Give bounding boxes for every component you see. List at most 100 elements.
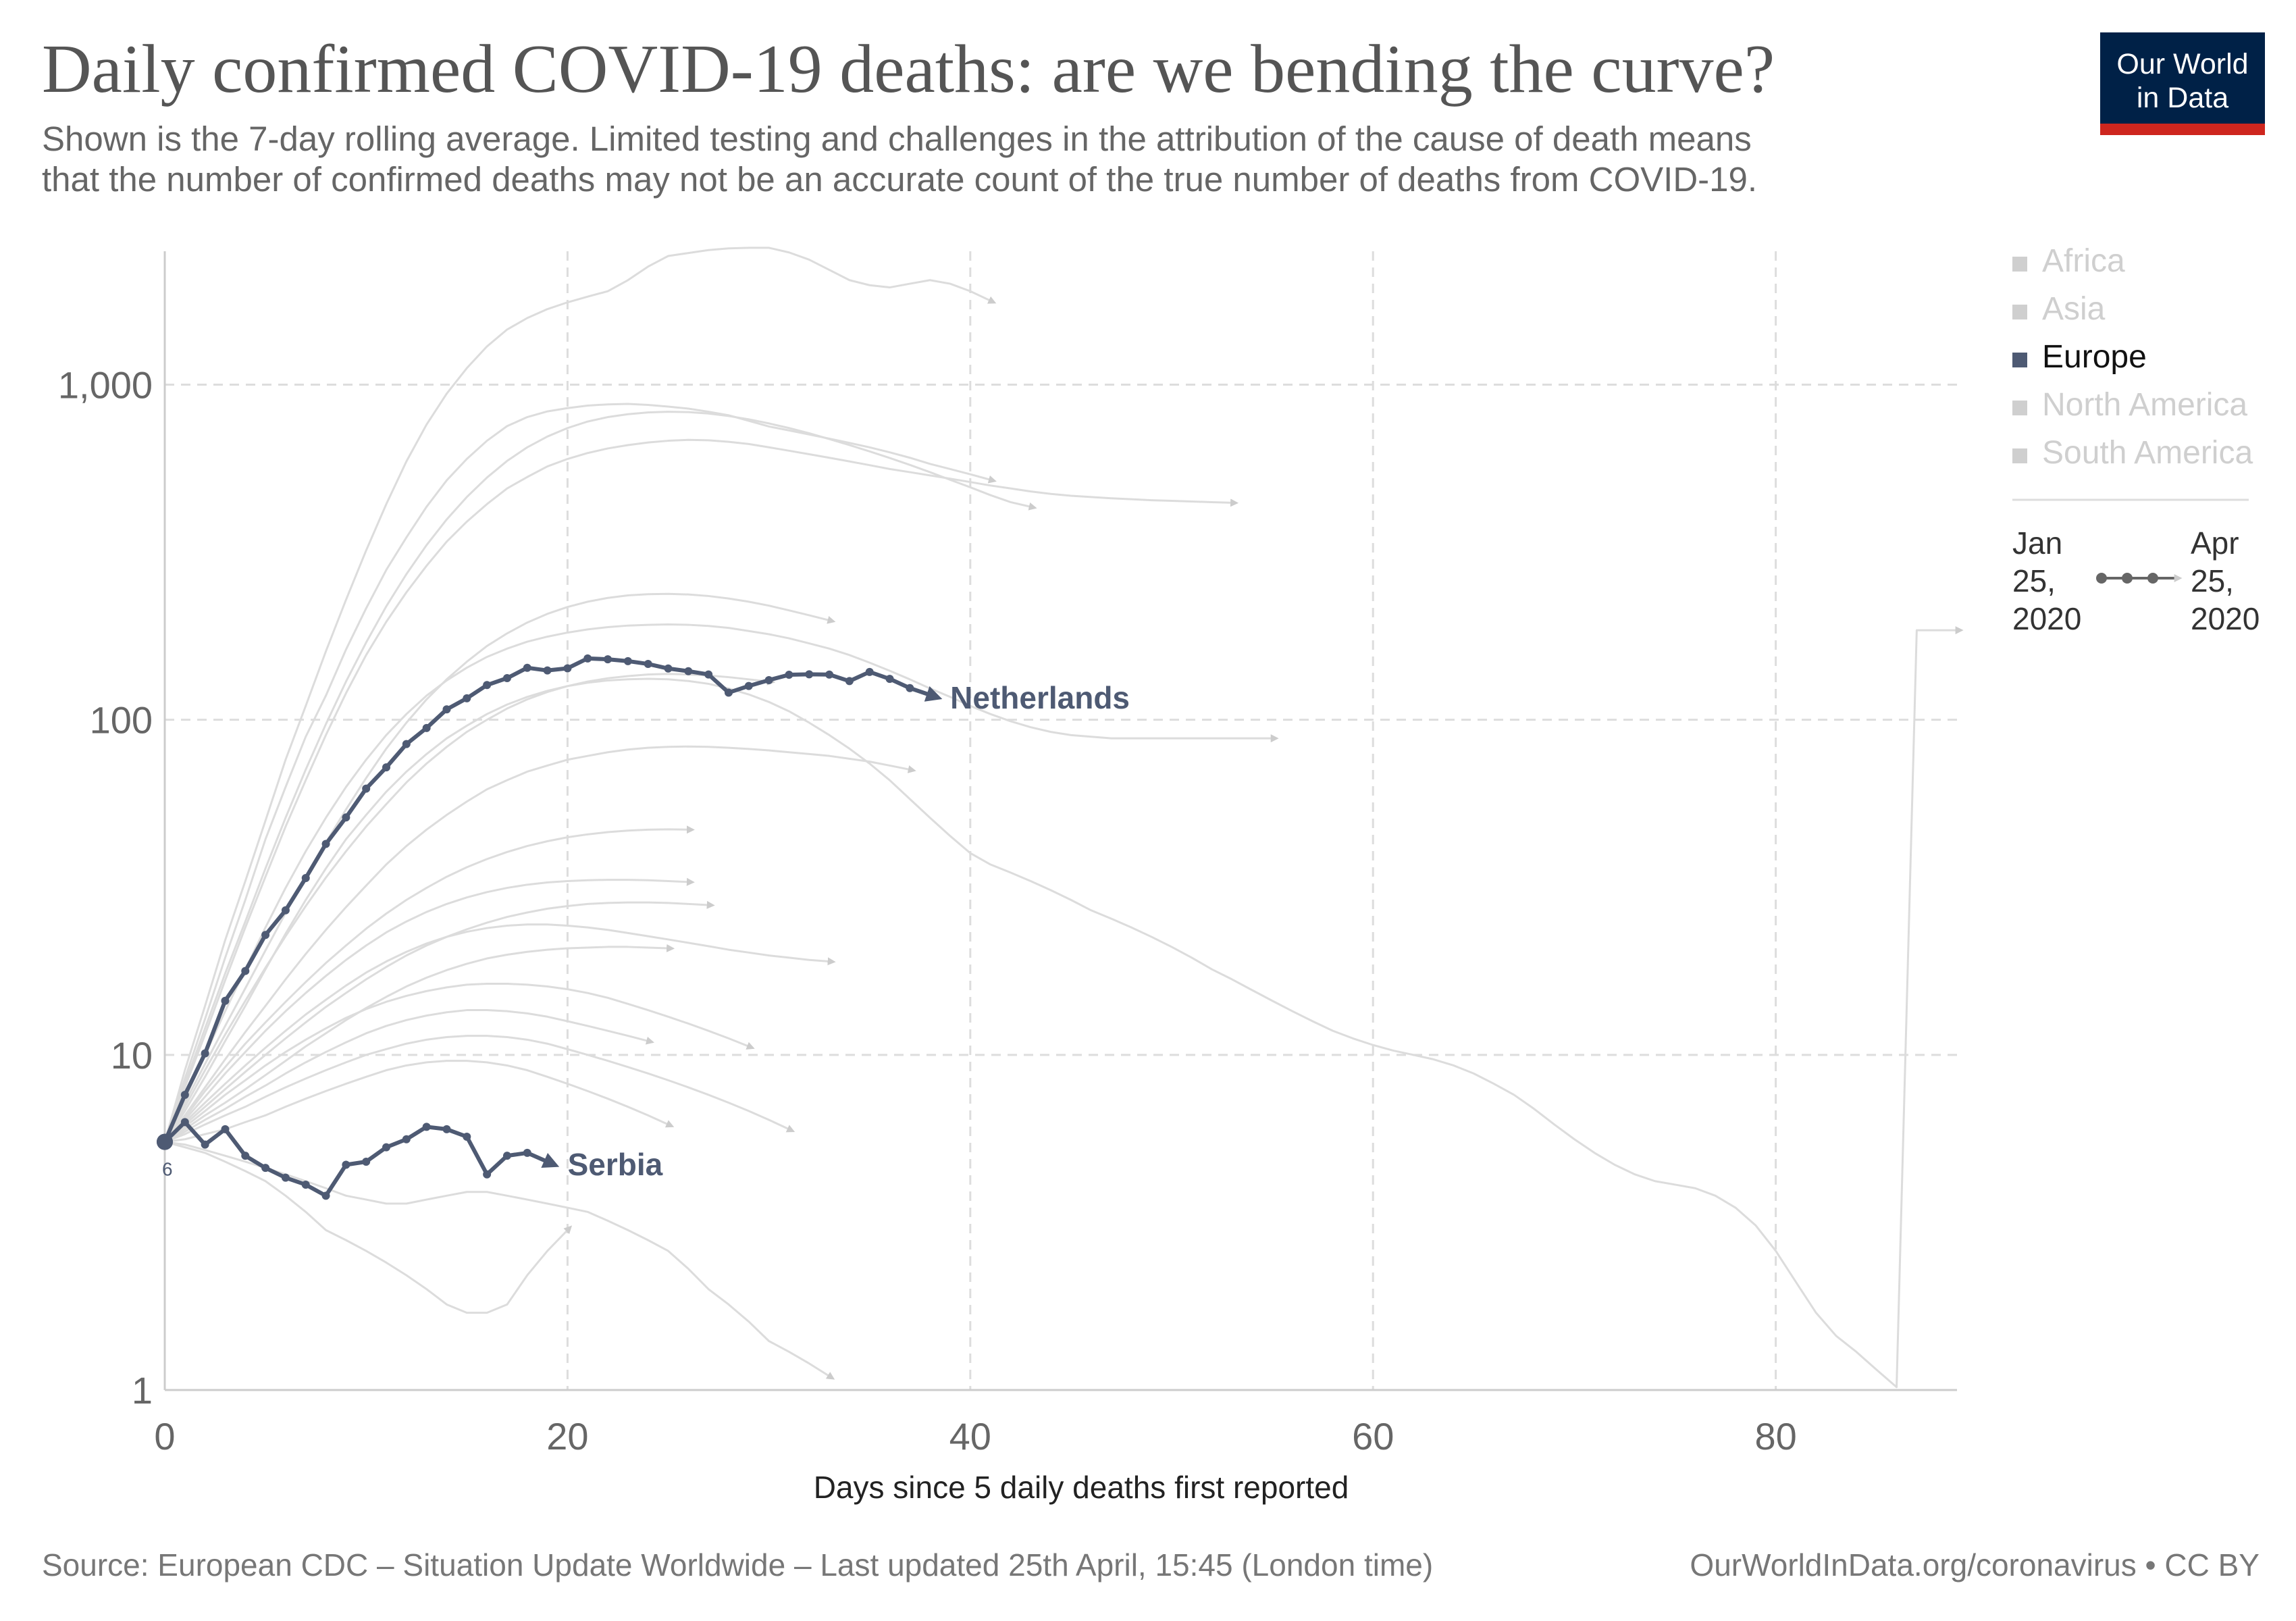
legend-label: North America bbox=[2042, 387, 2247, 423]
legend-item-asia[interactable]: Asia bbox=[2012, 291, 2106, 327]
netherlands-point bbox=[623, 657, 632, 665]
attribution-link[interactable]: OurWorldInData.org/coronavirus • CC BY bbox=[1690, 1547, 2260, 1583]
chart-subtitle-line-2: that the number of confirmed deaths may … bbox=[42, 160, 1758, 199]
netherlands-point bbox=[865, 667, 874, 676]
background-series-line bbox=[163, 438, 1239, 1143]
netherlands-point bbox=[523, 663, 531, 672]
serbia-point bbox=[422, 1123, 431, 1131]
netherlands-point bbox=[281, 906, 290, 915]
legend-item-africa[interactable]: Africa bbox=[2012, 243, 2125, 279]
netherlands-point bbox=[442, 705, 451, 714]
netherlands-point bbox=[342, 813, 350, 822]
y-tick-label: 1 bbox=[132, 1369, 153, 1412]
legend-swatch bbox=[2012, 401, 2027, 415]
chart-subtitle-line-1: Shown is the 7-day rolling average. Limi… bbox=[42, 120, 1752, 158]
timeline-end-label: 2020 bbox=[2191, 601, 2260, 636]
serbia-point bbox=[442, 1125, 451, 1133]
serbia-point bbox=[362, 1157, 371, 1166]
serbia-point bbox=[523, 1148, 531, 1157]
netherlands-point bbox=[906, 684, 914, 692]
x-tick-label: 40 bbox=[949, 1415, 991, 1458]
background-series-line bbox=[163, 403, 997, 1143]
netherlands-point bbox=[664, 664, 673, 673]
serbia-point bbox=[241, 1152, 250, 1160]
x-tick-label: 20 bbox=[546, 1415, 588, 1458]
netherlands-point bbox=[583, 654, 592, 663]
netherlands-point bbox=[845, 677, 854, 686]
background-series-line bbox=[163, 877, 695, 1143]
y-tick-label: 100 bbox=[90, 699, 153, 742]
serbia-point bbox=[301, 1180, 310, 1189]
serbia-point bbox=[261, 1164, 270, 1173]
netherlands-label: Netherlands bbox=[950, 680, 1130, 715]
netherlands-point bbox=[502, 674, 511, 683]
legend-swatch bbox=[2012, 448, 2027, 463]
legend-item-south-america[interactable]: South America bbox=[2012, 435, 2253, 471]
y-tick-label: 10 bbox=[111, 1034, 153, 1077]
netherlands-point bbox=[543, 666, 552, 675]
background-series-lines bbox=[163, 247, 1964, 1389]
timeline-start-label: Jan bbox=[2012, 525, 2062, 561]
netherlands-point bbox=[764, 675, 773, 684]
netherlands-point bbox=[463, 694, 471, 702]
serbia-label: Serbia bbox=[568, 1147, 663, 1182]
logo-text-line-2: in Data bbox=[2136, 82, 2229, 114]
x-tick-label: 0 bbox=[154, 1415, 175, 1458]
netherlands-point bbox=[362, 784, 371, 793]
legend-item-europe[interactable]: Europe bbox=[2012, 339, 2147, 375]
background-series-line bbox=[164, 1141, 835, 1380]
netherlands-point bbox=[684, 667, 693, 675]
legend-label: South America bbox=[2042, 435, 2253, 471]
legend-swatch bbox=[2012, 305, 2027, 319]
x-axis-label: Days since 5 daily deaths first reported bbox=[814, 1470, 1349, 1505]
legend-label: Europe bbox=[2042, 339, 2147, 375]
legend-label: Africa bbox=[2042, 243, 2125, 279]
netherlands-point bbox=[201, 1049, 209, 1058]
background-series-line bbox=[164, 944, 675, 1143]
serbia-point bbox=[180, 1118, 189, 1127]
logo-text-line-1: Our World bbox=[2116, 48, 2249, 80]
netherlands-point bbox=[180, 1090, 189, 1099]
serbia-point bbox=[463, 1132, 471, 1141]
y-tick-label: 1,000 bbox=[58, 363, 153, 406]
serbia-point bbox=[201, 1140, 209, 1149]
timeline-start-label: 25, bbox=[2012, 563, 2056, 598]
chart-legend: Africa Asia Europe North America South Ameri… bbox=[2012, 243, 2260, 636]
netherlands-point bbox=[724, 688, 733, 697]
timeline-start-label: 2020 bbox=[2012, 601, 2081, 636]
netherlands-point bbox=[402, 740, 411, 748]
legend-swatch bbox=[2012, 257, 2027, 272]
serbia-point bbox=[281, 1173, 290, 1182]
logo-accent-bar bbox=[2100, 124, 2265, 135]
serbia-point bbox=[321, 1191, 330, 1200]
our-world-in-data-logo[interactable]: Our World in Data bbox=[2100, 32, 2265, 135]
netherlands-point bbox=[825, 670, 834, 679]
netherlands-point bbox=[321, 840, 330, 848]
serbia-point bbox=[342, 1160, 350, 1169]
background-series-line bbox=[163, 411, 1037, 1143]
serbia-point bbox=[382, 1143, 391, 1152]
netherlands-point bbox=[644, 660, 652, 669]
background-series-line bbox=[163, 923, 836, 1143]
netherlands-point bbox=[805, 670, 814, 679]
netherlands-point bbox=[885, 675, 894, 684]
background-series-line bbox=[164, 1060, 675, 1143]
highlighted-series-lines: Netherlands Serbia 6 bbox=[157, 654, 1130, 1200]
serbia-point bbox=[502, 1152, 511, 1160]
background-series-line bbox=[164, 1035, 795, 1143]
background-series-line bbox=[163, 247, 997, 1143]
background-series-line bbox=[163, 623, 1279, 1143]
legend-label: Asia bbox=[2042, 291, 2106, 327]
netherlands-point bbox=[704, 670, 713, 679]
legend-item-north-america[interactable]: North America bbox=[2012, 387, 2247, 423]
chart-title: Daily confirmed COVID-19 deaths: are we … bbox=[42, 31, 1775, 107]
background-series-line bbox=[163, 626, 1964, 1389]
serbia-line bbox=[163, 1120, 560, 1198]
background-series-line bbox=[164, 1141, 573, 1314]
serbia-point bbox=[221, 1125, 230, 1133]
netherlands-point bbox=[301, 874, 310, 883]
chart-axes: 0 20 40 60 80 1 10 100 1,000 Days since 5 daily d… bbox=[58, 251, 1957, 1505]
netherlands-point bbox=[744, 681, 753, 690]
